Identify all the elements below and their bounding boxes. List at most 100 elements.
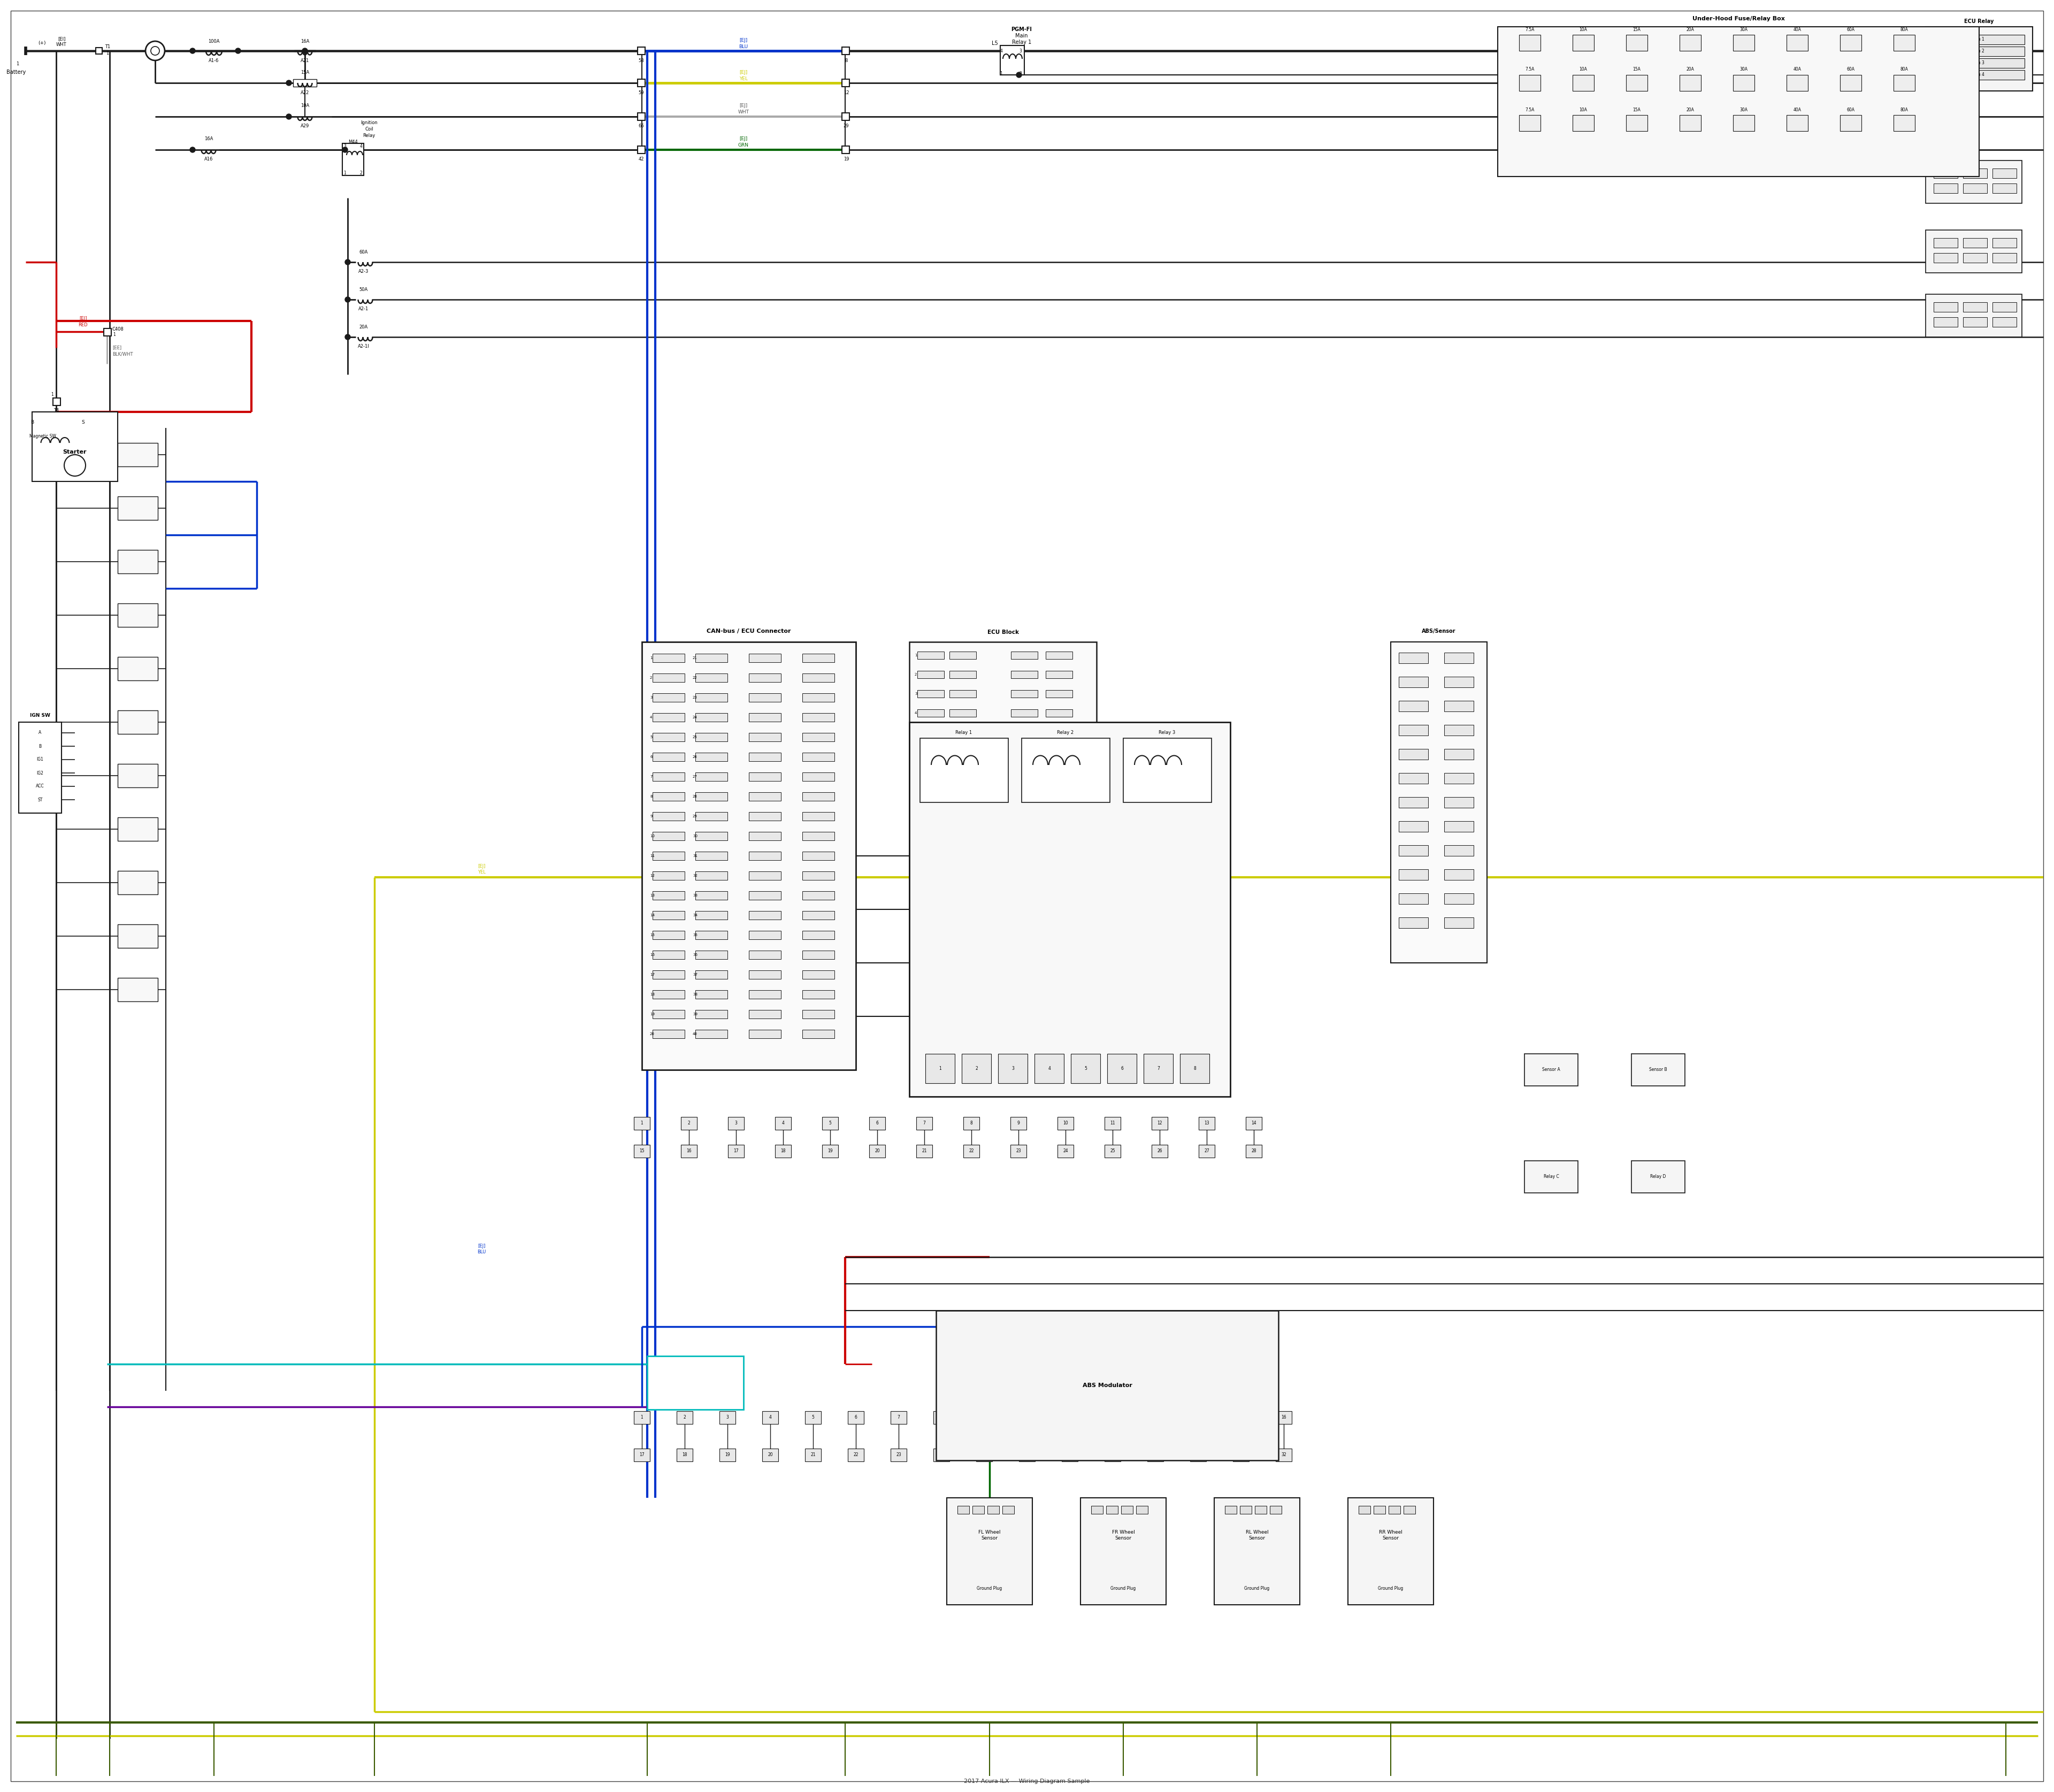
Text: 60A: 60A: [359, 251, 368, 254]
Text: 13: 13: [914, 885, 920, 889]
Bar: [653, 950, 684, 959]
Bar: [682, 1145, 696, 1158]
Text: 60A: 60A: [1847, 27, 1855, 32]
Text: 7.5A: 7.5A: [1526, 66, 1534, 72]
Bar: [1035, 1054, 1064, 1082]
Bar: [1152, 1145, 1167, 1158]
Bar: [1840, 115, 1861, 131]
Bar: [976, 1410, 992, 1425]
Bar: [949, 941, 976, 948]
Circle shape: [189, 147, 195, 152]
Bar: [1444, 846, 1473, 857]
Bar: [1011, 787, 1037, 794]
Bar: [848, 1448, 865, 1462]
Text: 37: 37: [692, 973, 698, 977]
Text: 6: 6: [649, 754, 653, 758]
Bar: [696, 969, 727, 978]
Bar: [727, 1145, 744, 1158]
Text: 24: 24: [692, 715, 698, 719]
Bar: [1255, 1505, 1267, 1514]
Bar: [117, 496, 158, 520]
Bar: [1520, 115, 1540, 131]
Text: 100A: 100A: [207, 39, 220, 43]
Text: 7: 7: [649, 776, 653, 778]
Bar: [1964, 238, 1986, 247]
Text: 5: 5: [811, 1416, 813, 1419]
Text: 20A: 20A: [1686, 66, 1695, 72]
Bar: [653, 694, 684, 702]
Bar: [750, 674, 781, 683]
Text: Relay 1: Relay 1: [955, 731, 972, 735]
Bar: [117, 978, 158, 1002]
Text: A: A: [39, 731, 41, 735]
Text: [EJ]
YEL: [EJ] YEL: [477, 864, 485, 874]
Bar: [1214, 1498, 1300, 1606]
Text: 6: 6: [854, 1416, 857, 1419]
Bar: [918, 806, 945, 814]
Bar: [1045, 787, 1072, 794]
Text: RR Wheel
Sensor: RR Wheel Sensor: [1378, 1530, 1403, 1541]
Bar: [803, 969, 834, 978]
Text: 12: 12: [1156, 1122, 1163, 1125]
Bar: [937, 1310, 1278, 1460]
Text: A2-1: A2-1: [359, 306, 370, 312]
Text: 32: 32: [692, 874, 698, 878]
Bar: [1399, 894, 1428, 903]
Bar: [1179, 1054, 1210, 1082]
Text: M44: M44: [349, 140, 357, 145]
Bar: [1136, 1505, 1148, 1514]
Bar: [918, 826, 945, 833]
Bar: [653, 930, 684, 939]
Bar: [696, 694, 727, 702]
Circle shape: [345, 260, 351, 265]
Bar: [647, 1357, 744, 1410]
Bar: [1894, 115, 1914, 131]
Bar: [803, 950, 834, 959]
Text: 32: 32: [1282, 1453, 1286, 1457]
Text: 12: 12: [1109, 1416, 1115, 1419]
Text: WHT: WHT: [737, 109, 750, 115]
Text: 7: 7: [922, 1122, 926, 1125]
Text: Relay 3: Relay 3: [1158, 731, 1175, 735]
Text: 2: 2: [914, 674, 916, 676]
Text: Main: Main: [1015, 34, 1027, 38]
Bar: [1399, 772, 1428, 783]
Text: 22: 22: [852, 1453, 859, 1457]
Text: 7.5A: 7.5A: [1526, 27, 1534, 32]
Bar: [1524, 1054, 1577, 1086]
Bar: [750, 733, 781, 742]
Bar: [910, 642, 1097, 1016]
Bar: [105, 328, 111, 335]
Text: 3: 3: [914, 692, 916, 695]
Bar: [1444, 918, 1473, 928]
Bar: [1019, 1410, 1035, 1425]
Text: 13: 13: [649, 894, 655, 898]
Text: 1: 1: [641, 1122, 643, 1125]
Circle shape: [286, 81, 292, 86]
Bar: [696, 871, 727, 880]
Text: A2-3: A2-3: [359, 269, 370, 274]
Bar: [1374, 1505, 1384, 1514]
Bar: [988, 1505, 998, 1514]
Bar: [910, 722, 1230, 1097]
Bar: [653, 991, 684, 998]
Text: 27: 27: [1204, 1149, 1210, 1154]
Bar: [1399, 797, 1428, 808]
Text: 34: 34: [692, 914, 698, 918]
Bar: [949, 690, 976, 697]
Bar: [1200, 1116, 1214, 1129]
Text: IG2: IG2: [37, 771, 43, 776]
Text: 25: 25: [692, 735, 698, 738]
Text: 28: 28: [1251, 1149, 1257, 1154]
Bar: [1627, 75, 1647, 91]
Text: 11: 11: [1109, 1122, 1115, 1125]
Text: 16A: 16A: [203, 136, 214, 142]
Bar: [653, 1011, 684, 1018]
Text: [EJ]: [EJ]: [739, 70, 748, 75]
Text: Pin 3: Pin 3: [1974, 61, 1984, 66]
Bar: [1347, 1498, 1434, 1606]
Bar: [676, 1410, 692, 1425]
Bar: [696, 713, 727, 722]
Bar: [916, 1116, 933, 1129]
Text: 50A: 50A: [359, 287, 368, 292]
